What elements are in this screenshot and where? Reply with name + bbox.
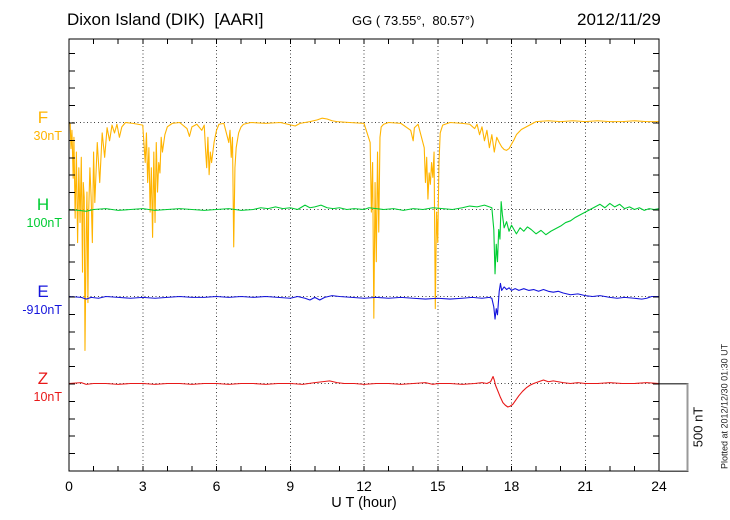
x-tick-label: 24 <box>651 478 667 494</box>
scale-bar-label: 500 nT <box>691 407 706 448</box>
trace-label-E: E <box>37 281 49 301</box>
trace-F <box>68 117 660 351</box>
plotted-timestamp-note: Plotted at 2012/12/30 01:30 UT <box>720 343 730 469</box>
x-tick-label: 0 <box>65 478 73 494</box>
x-tick-label: 6 <box>213 478 221 494</box>
x-tick-label: 18 <box>504 478 520 494</box>
x-tick-label: 9 <box>286 478 294 494</box>
x-tick-label: 12 <box>356 478 372 494</box>
trace-label-Z: Z <box>37 368 49 388</box>
x-tick-label: 3 <box>139 478 147 494</box>
grid-layer <box>69 39 659 471</box>
plot-date: 2012/11/29 <box>577 10 661 29</box>
trace-label-F: F <box>37 107 49 127</box>
trace-label-H: H <box>36 194 50 214</box>
trace-baseline-value-H: 100nT <box>26 216 62 230</box>
x-tick-label: 15 <box>430 478 446 494</box>
trace-H <box>68 201 660 275</box>
geographic-coordinates: GG ( 73.55°, 80.57°) <box>352 13 475 28</box>
frame-layer <box>68 38 689 472</box>
trace-E <box>68 282 660 320</box>
trace-baseline-value-E: -910nT <box>22 303 62 317</box>
x-tick-label: 21 <box>577 478 593 494</box>
trace-layer <box>68 117 660 408</box>
x-axis-title: U T (hour) <box>331 495 397 511</box>
trace-baseline-value-F: 30nT <box>33 129 63 143</box>
station-title: Dixon Island (DIK) [AARI] <box>67 10 264 29</box>
trace-Z <box>68 375 660 408</box>
x-tick-label-layer: 0 3 6 9 12 15 18 21 24 <box>65 478 667 494</box>
trace-baseline-value-Z: 10nT <box>33 390 63 404</box>
